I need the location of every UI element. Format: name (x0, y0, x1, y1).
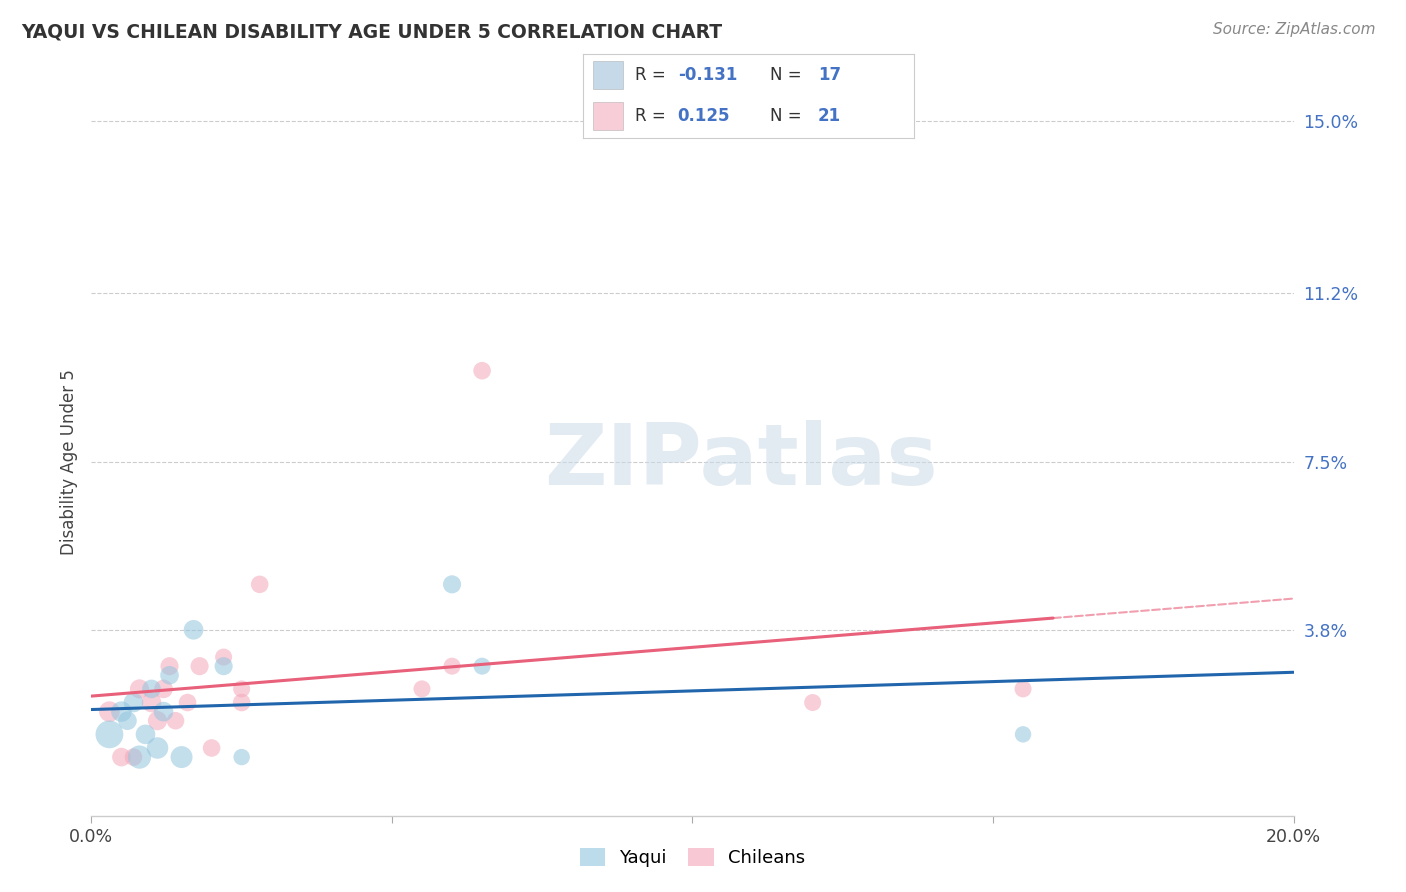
FancyBboxPatch shape (593, 62, 623, 89)
Point (122, 696, 145, 710)
Point (141, 681, 163, 696)
Point (117, 714, 139, 728)
Point (801, 696, 824, 710)
Point (231, 696, 253, 710)
Point (411, 681, 433, 696)
Point (183, 623, 205, 637)
Point (110, 750, 132, 764)
Point (128, 750, 150, 764)
Point (440, 577, 463, 591)
Text: YAQUI VS CHILEAN DISABILITY AGE UNDER 5 CORRELATION CHART: YAQUI VS CHILEAN DISABILITY AGE UNDER 5 … (21, 22, 723, 41)
Point (1012, 681, 1035, 696)
Point (159, 659, 181, 673)
Point (201, 741, 224, 756)
Text: 0.125: 0.125 (678, 107, 730, 125)
Point (98, 727, 121, 741)
Point (212, 659, 235, 673)
Point (471, 364, 494, 378)
Text: -0.131: -0.131 (678, 66, 737, 84)
Text: 21: 21 (818, 107, 841, 125)
Text: ZIPatlas: ZIPatlas (544, 420, 938, 503)
Point (212, 650, 235, 665)
Point (170, 750, 193, 764)
FancyBboxPatch shape (593, 102, 623, 130)
Point (152, 681, 174, 696)
Text: N =: N = (770, 107, 807, 125)
Text: N =: N = (770, 66, 807, 84)
Legend: Yaqui, Chileans: Yaqui, Chileans (572, 841, 813, 874)
Text: R =: R = (634, 66, 671, 84)
Point (231, 681, 253, 696)
Text: R =: R = (634, 107, 671, 125)
Y-axis label: Disability Age Under 5: Disability Age Under 5 (59, 368, 77, 555)
Point (146, 714, 169, 728)
Point (128, 681, 150, 696)
Point (122, 750, 145, 764)
Point (98, 705, 121, 719)
Point (152, 705, 174, 719)
Point (176, 696, 198, 710)
Point (134, 727, 156, 741)
Text: Source: ZipAtlas.com: Source: ZipAtlas.com (1212, 22, 1375, 37)
Point (440, 659, 463, 673)
Text: 17: 17 (818, 66, 841, 84)
Point (146, 741, 169, 756)
Point (1012, 727, 1035, 741)
Point (471, 659, 494, 673)
Point (110, 705, 132, 719)
Point (188, 659, 211, 673)
Point (249, 577, 271, 591)
Point (165, 714, 187, 728)
Point (141, 696, 163, 710)
Point (231, 750, 253, 764)
Point (159, 668, 181, 682)
